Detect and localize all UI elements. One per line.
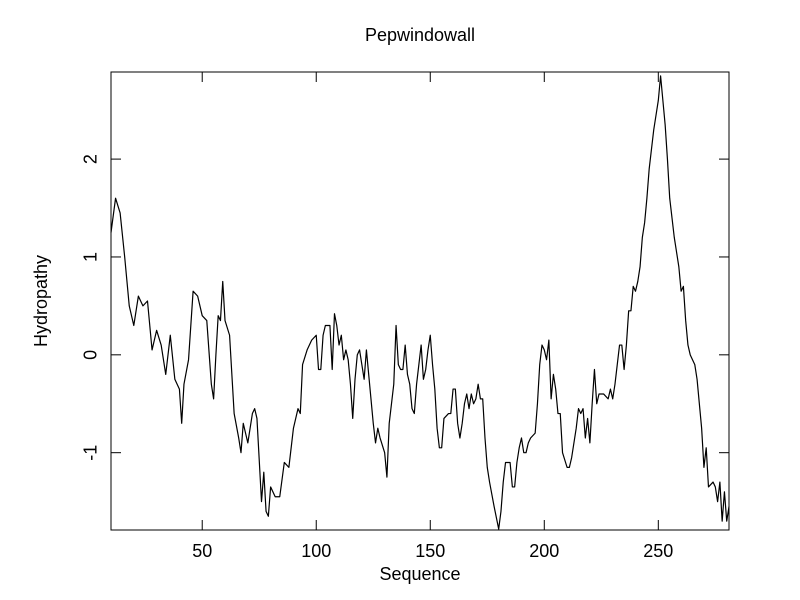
x-tick-label: 250 bbox=[643, 541, 673, 561]
chart-title: Pepwindowall bbox=[365, 25, 475, 45]
x-tick-label: 50 bbox=[192, 541, 212, 561]
x-tick-label: 100 bbox=[301, 541, 331, 561]
data-line bbox=[110, 75, 730, 530]
plot-frame bbox=[110, 71, 730, 531]
x-axis-label: Sequence bbox=[379, 564, 460, 584]
y-axis-label: Hydropathy bbox=[31, 255, 51, 347]
y-tick-label: 1 bbox=[81, 252, 101, 262]
y-tick-label: 0 bbox=[81, 350, 101, 360]
y-tick-label: -1 bbox=[81, 445, 101, 461]
x-tick-label: 150 bbox=[415, 541, 445, 561]
x-tick-label: 200 bbox=[529, 541, 559, 561]
y-tick-label: 2 bbox=[81, 154, 101, 164]
